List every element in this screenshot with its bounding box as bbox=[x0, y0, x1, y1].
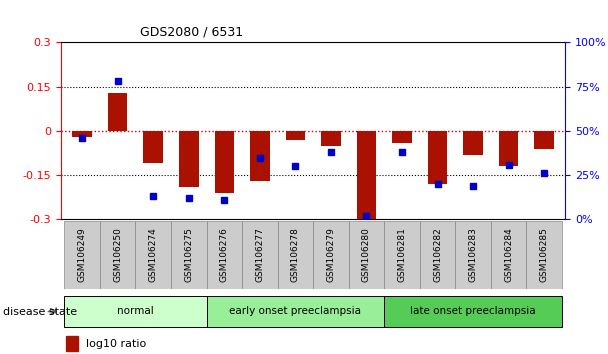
Text: log10 ratio: log10 ratio bbox=[86, 339, 147, 349]
FancyBboxPatch shape bbox=[136, 221, 171, 289]
Text: GSM106283: GSM106283 bbox=[469, 227, 477, 282]
Text: late onset preeclampsia: late onset preeclampsia bbox=[410, 306, 536, 316]
FancyBboxPatch shape bbox=[420, 221, 455, 289]
Bar bbox=[108, 93, 128, 131]
Bar bbox=[179, 131, 198, 187]
Text: GSM106249: GSM106249 bbox=[78, 228, 86, 282]
Text: GSM106279: GSM106279 bbox=[326, 227, 336, 282]
FancyBboxPatch shape bbox=[491, 221, 527, 289]
FancyBboxPatch shape bbox=[100, 221, 136, 289]
FancyBboxPatch shape bbox=[455, 221, 491, 289]
Bar bbox=[392, 131, 412, 143]
Text: GSM106277: GSM106277 bbox=[255, 227, 264, 282]
Text: GSM106278: GSM106278 bbox=[291, 227, 300, 282]
Text: GSM106274: GSM106274 bbox=[149, 228, 157, 282]
FancyBboxPatch shape bbox=[527, 221, 562, 289]
Text: early onset preeclampsia: early onset preeclampsia bbox=[229, 306, 361, 316]
FancyBboxPatch shape bbox=[171, 221, 207, 289]
FancyBboxPatch shape bbox=[384, 221, 420, 289]
Text: GSM106280: GSM106280 bbox=[362, 227, 371, 282]
Text: disease state: disease state bbox=[3, 307, 77, 316]
Bar bbox=[66, 336, 78, 350]
Text: GSM106284: GSM106284 bbox=[504, 228, 513, 282]
FancyBboxPatch shape bbox=[348, 221, 384, 289]
FancyBboxPatch shape bbox=[207, 221, 242, 289]
FancyBboxPatch shape bbox=[64, 221, 100, 289]
Text: GSM106275: GSM106275 bbox=[184, 227, 193, 282]
Bar bbox=[143, 131, 163, 164]
FancyBboxPatch shape bbox=[384, 296, 562, 327]
FancyBboxPatch shape bbox=[313, 221, 348, 289]
FancyBboxPatch shape bbox=[207, 296, 384, 327]
Text: normal: normal bbox=[117, 306, 154, 316]
FancyBboxPatch shape bbox=[278, 221, 313, 289]
Text: GSM106250: GSM106250 bbox=[113, 227, 122, 282]
FancyBboxPatch shape bbox=[64, 296, 207, 327]
Bar bbox=[286, 131, 305, 140]
Text: GSM106282: GSM106282 bbox=[433, 228, 442, 282]
Text: GSM106285: GSM106285 bbox=[540, 227, 548, 282]
Bar bbox=[357, 131, 376, 219]
Text: GDS2080 / 6531: GDS2080 / 6531 bbox=[140, 26, 243, 39]
Bar bbox=[534, 131, 554, 149]
Bar bbox=[72, 131, 92, 137]
Bar bbox=[428, 131, 447, 184]
Bar bbox=[215, 131, 234, 193]
FancyBboxPatch shape bbox=[242, 221, 278, 289]
Text: GSM106276: GSM106276 bbox=[219, 227, 229, 282]
Text: GSM106281: GSM106281 bbox=[398, 227, 407, 282]
Bar bbox=[321, 131, 340, 146]
Bar bbox=[463, 131, 483, 155]
Bar bbox=[499, 131, 519, 166]
Bar bbox=[250, 131, 269, 181]
